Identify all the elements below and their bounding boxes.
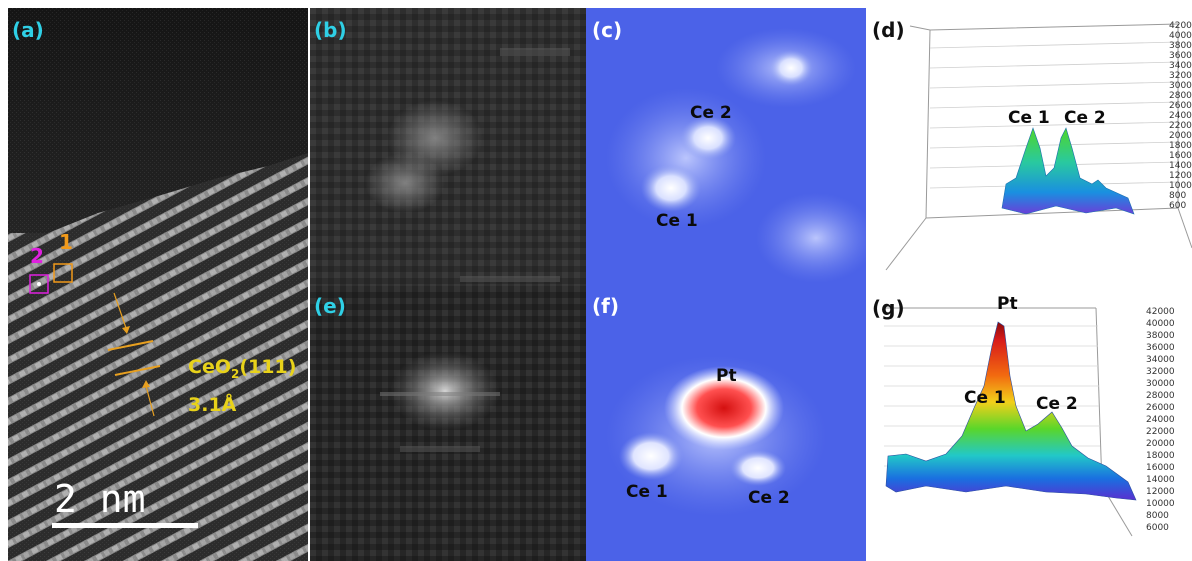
panel-d-tick: 1000 [1169,181,1192,191]
panel-g-tick: 28000 [1146,391,1175,401]
lattice-line-bottom [114,365,161,376]
panel-g-tick: 18000 [1146,451,1175,461]
panel-d-tick: 1800 [1169,141,1192,151]
panel-d-tick: 4200 [1169,21,1192,31]
haadf-stem-image [8,8,308,561]
panel-d-tick: 600 [1169,201,1187,211]
site-2-surface-plot [884,307,1137,537]
panel-g-tick: 42000 [1146,307,1175,317]
panel-g-tick: 14000 [1146,475,1175,485]
site-2-box [29,274,49,294]
site-2-label: 2 [30,244,44,268]
panel-g-peak-ce1: Ce 1 [964,388,1006,408]
panel-g-tick: 8000 [1146,511,1169,521]
panel-d-tick: 1200 [1169,171,1192,181]
panel-d-tick: 2000 [1169,131,1192,141]
panel-e-label: (e) [314,294,346,318]
site-1-label: 1 [59,230,73,254]
panel-d-tick: 2800 [1169,91,1192,101]
panel-f-peak-ce2: Ce 2 [748,488,790,508]
panel-f-peak-pt: Pt [716,366,737,386]
panel-b-label: (b) [314,18,347,42]
site-1-surface-plot [885,23,1192,271]
panel-g-label: (g) [872,296,905,320]
panel-d-tick: 2200 [1169,121,1192,131]
panel-d-tick: 1400 [1169,161,1192,171]
lattice-plane-compound: CeO [188,356,231,378]
scale-bar-label: 2 nm [54,477,146,521]
panel-d-tick: 3600 [1169,51,1192,61]
panel-f-site2-colormap: (f) Pt Ce 1 Ce 2 [586,286,866,561]
panel-b-site1-crop: (b) [310,8,586,286]
panel-d-tick: 3000 [1169,81,1192,91]
panel-g-tick: 38000 [1146,331,1175,341]
panel-c-peak-ce1: Ce 1 [656,211,698,231]
site-1-crop-image [310,8,586,286]
panel-g-tick: 16000 [1146,463,1175,473]
panel-g-tick: 6000 [1146,523,1169,533]
site-1-box [53,263,73,283]
lattice-spacing-label: 3.1Å [188,394,237,416]
panel-c-site1-colormap: (c) Ce 2 Ce 1 [586,8,866,286]
panel-d-tick: 4000 [1169,31,1192,41]
panel-g-tick: 40000 [1146,319,1175,329]
panel-g-tick: 20000 [1146,439,1175,449]
panel-g-tick: 26000 [1146,403,1175,413]
spacing-arrow-bottom [145,385,155,417]
site-1-intensity-map [586,8,866,286]
panel-g-tick: 34000 [1146,355,1175,365]
panel-d-tick: 800 [1169,191,1187,201]
panel-g-peak-ce2: Ce 2 [1036,394,1078,414]
panel-g-site2-3d-plot: (g) Pt Ce 1 Ce 2 42000 40000 38000 36000… [866,286,1192,561]
panel-c-label: (c) [592,18,623,42]
panel-d-tick: 3400 [1169,61,1192,71]
panel-c-peak-ce2: Ce 2 [690,103,732,123]
panel-d-peak-ce1: Ce 1 [1008,108,1050,128]
panel-d-site1-3d-plot: (d) Ce 1 Ce 2 4200 4000 3800 3600 3400 3… [866,8,1192,286]
scale-bar [52,523,198,528]
lattice-plane-index: (111) [239,356,297,378]
panel-d-tick: 2400 [1169,111,1192,121]
panel-d-tick: 3200 [1169,71,1192,81]
panel-g-tick: 10000 [1146,499,1175,509]
panel-d-tick: 1600 [1169,151,1192,161]
panel-d-tick: 2600 [1169,101,1192,111]
panel-g-tick: 36000 [1146,343,1175,353]
panel-d-tick: 3800 [1169,41,1192,51]
panel-a-label: (a) [12,18,44,42]
panel-g-peak-pt: Pt [997,294,1018,314]
panel-f-peak-ce1: Ce 1 [626,482,668,502]
panel-g-tick: 12000 [1146,487,1175,497]
site-2-crop-image [310,286,586,561]
lattice-plane-label: CeO2(111) [188,358,296,380]
lattice-plane-subscript: 2 [230,366,240,381]
spacing-arrow-top [113,292,127,329]
panel-e-site2-crop: (e) [310,286,586,561]
panel-g-tick: 32000 [1146,367,1175,377]
panel-d-peak-ce2: Ce 2 [1064,108,1106,128]
lattice-line-top [107,340,154,351]
panel-f-label: (f) [592,294,619,318]
panel-d-label: (d) [872,18,905,42]
panel-g-tick: 24000 [1146,415,1175,425]
site-2-intensity-map [586,286,866,561]
panel-g-tick: 22000 [1146,427,1175,437]
panel-g-tick: 30000 [1146,379,1175,389]
panel-a-haadf-image: (a) 2 1 CeO2(111) 3.1Å 2 nm [8,8,308,561]
